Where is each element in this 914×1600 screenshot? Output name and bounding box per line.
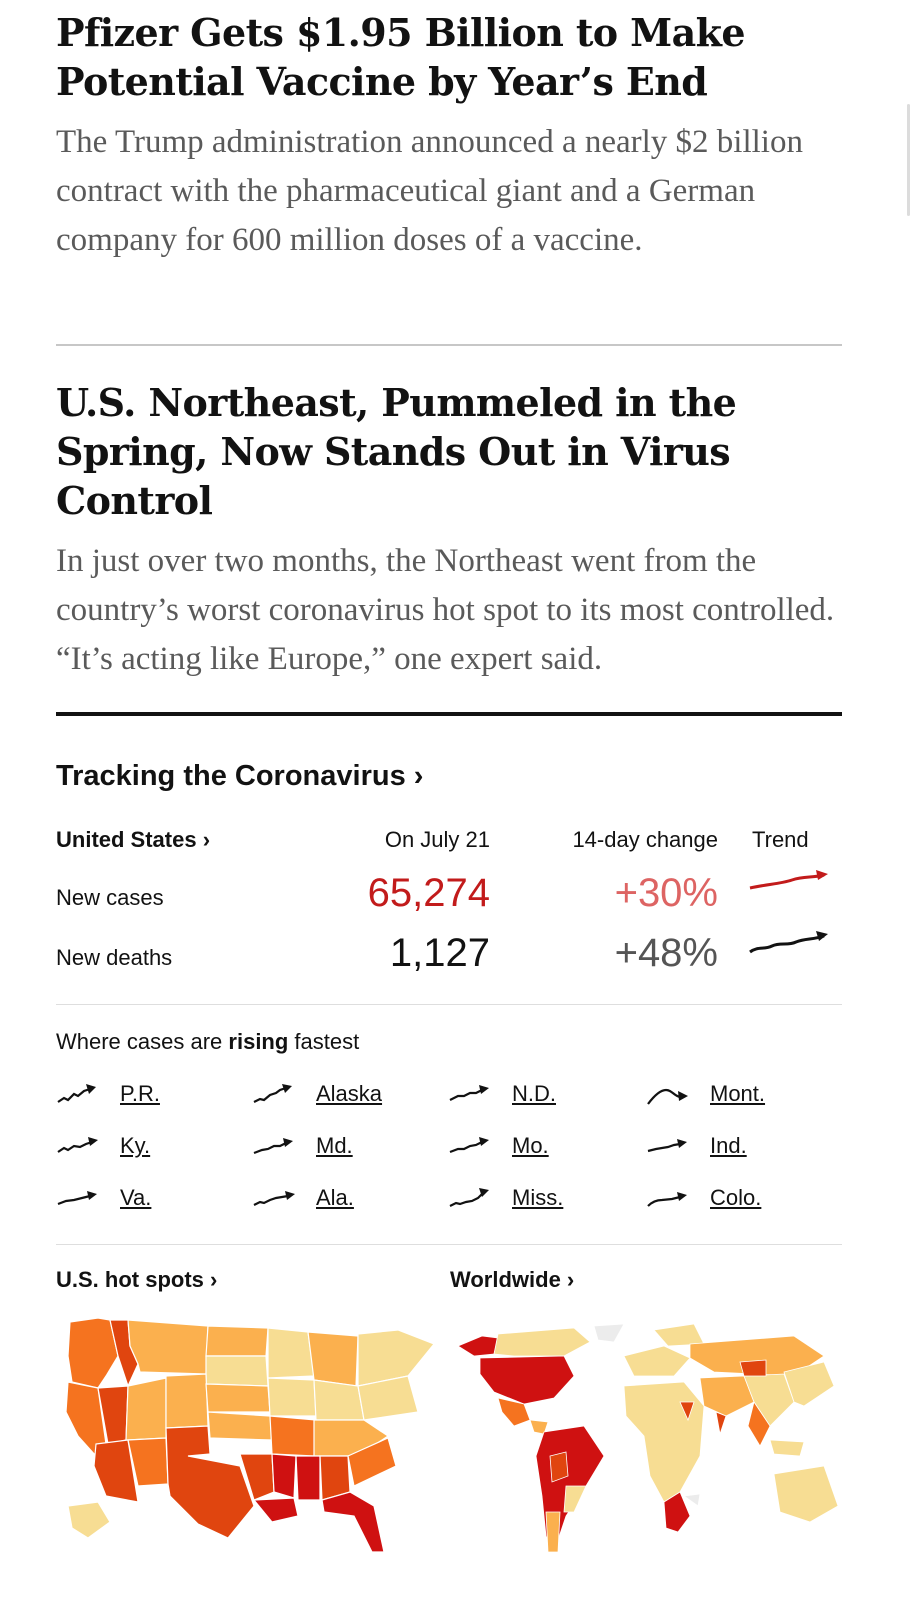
stats-table: United States › On July 21 14-day change…	[56, 822, 842, 1012]
trend-up-icon	[253, 1084, 292, 1103]
new-deaths-change: +48%	[614, 931, 718, 975]
story-headline[interactable]: Pfizer Gets $1.95 Billion to Make Potent…	[56, 10, 746, 104]
new-deaths-trend-icon	[749, 931, 828, 954]
trend-up-icon	[449, 1188, 489, 1207]
trend-up-icon	[57, 1084, 96, 1103]
trend-peak-icon	[647, 1088, 688, 1105]
trend-header: Trend	[752, 827, 809, 852]
trend-up-icon	[253, 1191, 295, 1206]
worldwide-link[interactable]: Worldwide ›	[450, 1267, 575, 1292]
united-states-link[interactable]: United States ›	[56, 827, 211, 852]
place-item[interactable]: Mo.	[448, 1126, 549, 1166]
section-divider	[56, 712, 842, 716]
place-item[interactable]: Ky.	[56, 1126, 150, 1166]
new-cases-trend-icon	[749, 870, 828, 890]
trend-up-icon	[449, 1085, 489, 1101]
place-item[interactable]: N.D.	[448, 1074, 556, 1114]
trend-up-icon	[57, 1191, 97, 1206]
place-link[interactable]: Md.	[316, 1133, 353, 1158]
story-northeast[interactable]: U.S. Northeast, Pummeled in the Spring, …	[56, 378, 862, 684]
trend-up-icon	[449, 1137, 489, 1154]
scrollbar[interactable]	[907, 104, 910, 216]
new-deaths-value: 1,127	[389, 931, 490, 975]
place-item[interactable]: Ala.	[252, 1178, 354, 1218]
us-hot-spots-map[interactable]	[58, 1316, 438, 1556]
rising-suffix: fastest	[288, 1029, 360, 1054]
place-link[interactable]: Mo.	[512, 1133, 549, 1158]
divider	[56, 1004, 842, 1005]
story-summary: The Trump administration announced a nea…	[56, 124, 803, 258]
us-hot-spots-link[interactable]: U.S. hot spots ›	[56, 1267, 218, 1292]
rising-places-grid: P.R. Alaska N.D. Mont. Ky. Md. Mo.	[56, 1074, 842, 1234]
place-item[interactable]: Mont.	[646, 1074, 765, 1114]
place-link[interactable]: P.R.	[120, 1081, 160, 1106]
place-item[interactable]: Md.	[252, 1126, 353, 1166]
rising-emphasis: rising	[228, 1029, 289, 1054]
trend-up-icon	[57, 1137, 98, 1153]
divider	[56, 344, 842, 346]
place-item[interactable]: Alaska	[252, 1074, 382, 1114]
story-pfizer[interactable]: Pfizer Gets $1.95 Billion to Make Potent…	[56, 8, 862, 265]
new-cases-change: +30%	[614, 871, 718, 915]
place-link[interactable]: Alaska	[316, 1081, 383, 1106]
place-link[interactable]: Ala.	[316, 1185, 354, 1210]
place-link[interactable]: Va.	[120, 1185, 152, 1210]
place-link[interactable]: Ind.	[710, 1133, 747, 1158]
maps-header: U.S. hot spots › Worldwide ›	[56, 1266, 842, 1306]
trend-up-icon	[647, 1192, 687, 1207]
place-link[interactable]: Mont.	[710, 1081, 766, 1106]
new-cases-label: New cases	[56, 885, 164, 910]
worldwide-map[interactable]	[454, 1316, 846, 1556]
new-cases-value: 65,274	[367, 871, 490, 915]
tracker-title-link[interactable]: Tracking the Coronavirus ›	[56, 760, 424, 792]
rising-fastest-title: Where cases are rising fastest	[56, 1028, 359, 1056]
place-item[interactable]: Miss.	[448, 1178, 563, 1218]
divider	[56, 1244, 842, 1245]
place-link[interactable]: Ky.	[120, 1133, 151, 1158]
place-link[interactable]: N.D.	[512, 1081, 556, 1106]
rising-prefix: Where cases are	[56, 1029, 229, 1054]
new-deaths-label: New deaths	[56, 945, 173, 970]
place-item[interactable]: Colo.	[646, 1178, 761, 1218]
place-link[interactable]: Miss.	[512, 1185, 564, 1210]
place-item[interactable]: P.R.	[56, 1074, 160, 1114]
date-header: On July 21	[384, 827, 490, 852]
place-item[interactable]: Ind.	[646, 1126, 747, 1166]
place-item[interactable]: Va.	[56, 1178, 151, 1218]
trend-up-icon	[253, 1138, 293, 1155]
story-headline[interactable]: U.S. Northeast, Pummeled in the Spring, …	[56, 380, 737, 523]
change-header: 14-day change	[572, 827, 718, 852]
place-link[interactable]: Colo.	[710, 1185, 762, 1210]
trend-up-icon	[647, 1139, 687, 1153]
story-summary: In just over two months, the Northeast w…	[56, 543, 835, 677]
